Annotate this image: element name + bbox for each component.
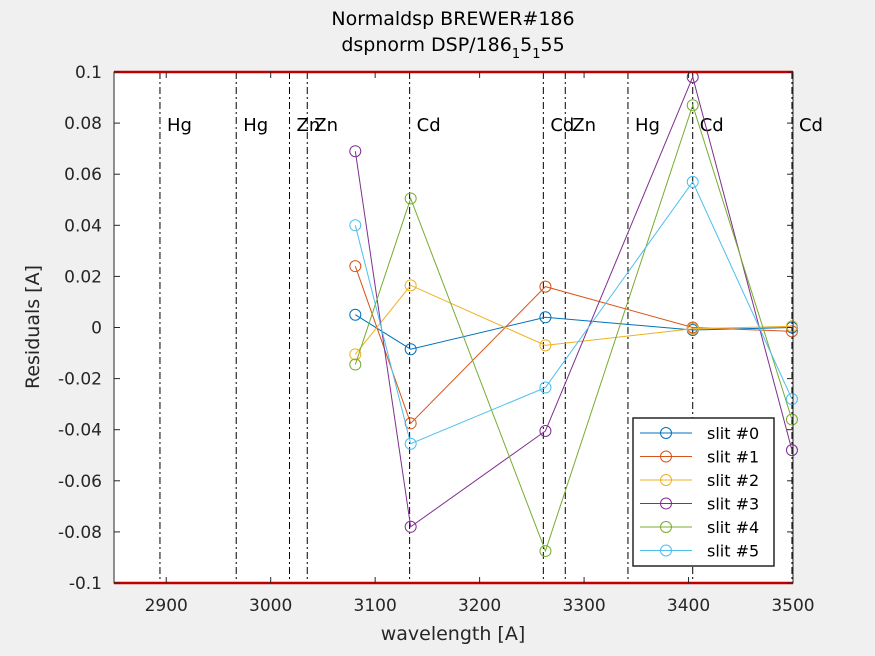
series-3 xyxy=(349,71,798,533)
legend-label-2: slit #2 xyxy=(707,471,759,490)
series-5 xyxy=(349,175,798,450)
reference-label-8: Cd xyxy=(700,115,724,136)
reference-label-1: Hg xyxy=(243,115,268,136)
series-5-point-4 xyxy=(785,393,798,406)
subtitle-part-1: 1 xyxy=(512,47,520,62)
series-4-point-1 xyxy=(404,192,417,205)
series-4-point-4 xyxy=(785,413,798,426)
series-0-point-2 xyxy=(539,311,552,324)
tick-layer: 2900 3000 3100 3200 3300 3400 3500 -0.1 -0.08 -0.… xyxy=(58,63,815,616)
legend-marker-4 xyxy=(660,521,672,533)
series-3-point-2 xyxy=(539,424,552,437)
y-tick-label-10: 0.1 xyxy=(75,63,102,83)
legend-label-5: slit #5 xyxy=(707,542,759,561)
reference-label-4: Cd xyxy=(417,115,441,136)
y-tick-label-3: -0.04 xyxy=(58,421,102,441)
series-4-point-2 xyxy=(539,545,552,558)
y-tick-label-5: 0 xyxy=(91,319,102,339)
y-tick-label-8: 0.06 xyxy=(64,165,102,185)
legend-marker-0 xyxy=(660,427,672,439)
x-axis-label: wavelength [A] xyxy=(381,623,526,645)
series-layer xyxy=(349,71,798,558)
series-5-point-0 xyxy=(349,219,362,232)
x-tick-label-5: 3400 xyxy=(667,596,710,616)
series-5-point-3 xyxy=(686,175,699,188)
series-4-point-3 xyxy=(686,99,699,112)
series-3-point-1 xyxy=(404,520,417,533)
series-2-point-0 xyxy=(349,348,362,361)
x-tick-label-4: 3300 xyxy=(562,596,605,616)
legend: slit #0 slit #1 slit #2 slit #3 slit #4 slit … xyxy=(632,417,775,567)
legend-marker-2 xyxy=(660,474,672,486)
series-2-point-3 xyxy=(686,322,699,335)
reference-label-6: Zn xyxy=(572,115,596,136)
series-3-point-0 xyxy=(349,145,362,158)
series-line-2 xyxy=(354,284,792,355)
x-tick-label-6: 3500 xyxy=(771,596,814,616)
x-tick-label-2: 3100 xyxy=(354,596,397,616)
y-tick-label-6: 0.02 xyxy=(64,267,102,287)
series-5-point-2 xyxy=(539,381,552,394)
reference-label-7: Hg xyxy=(635,115,660,136)
reference-label-2: Zn xyxy=(296,115,320,136)
series-4 xyxy=(349,99,798,558)
y-tick-label-9: 0.08 xyxy=(64,114,102,134)
series-2-point-1 xyxy=(404,279,417,292)
y-tick-label-0: -0.1 xyxy=(69,574,102,594)
series-3-point-4 xyxy=(785,444,798,457)
legend-label-1: slit #1 xyxy=(707,448,759,467)
reference-label-9: Cd xyxy=(799,115,823,136)
series-2 xyxy=(349,279,798,361)
legend-box xyxy=(632,417,775,567)
subtitle-part-2: 5 xyxy=(520,34,532,56)
x-tick-label-1: 3000 xyxy=(249,596,292,616)
y-tick-label-4: -0.02 xyxy=(58,370,102,390)
series-1-point-2 xyxy=(539,280,552,293)
series-2-point-2 xyxy=(539,339,552,352)
subtitle-part-4: 55 xyxy=(541,34,565,56)
legend-label-3: slit #3 xyxy=(707,495,759,514)
subtitle-part-0: dspnorm DSP/186 xyxy=(341,34,512,56)
legend-marker-3 xyxy=(660,497,672,510)
legend-label-4: slit #4 xyxy=(707,518,759,537)
series-0-point-1 xyxy=(404,343,417,356)
y-tick-label-1: -0.08 xyxy=(58,523,102,543)
legend-items: slit #0 slit #1 slit #2 slit #3 slit #4 slit … xyxy=(640,424,759,561)
series-1-point-4 xyxy=(785,325,798,338)
series-0-point-0 xyxy=(349,308,362,321)
series-line-5 xyxy=(354,180,793,445)
subtitle-part-3: 1 xyxy=(532,47,540,62)
legend-marker-1 xyxy=(660,450,672,463)
x-tick-label-0: 2900 xyxy=(145,596,188,616)
series-5-point-1 xyxy=(404,437,417,450)
y-tick-label-7: 0.04 xyxy=(64,216,102,236)
legend-marker-5 xyxy=(660,544,672,557)
x-tick-label-3: 3200 xyxy=(458,596,501,616)
y-axis-label: Residuals [A] xyxy=(22,265,44,389)
reference-label-3: Zn xyxy=(314,115,338,136)
series-2-point-4 xyxy=(785,320,798,333)
reference-label-0: Hg xyxy=(167,115,192,136)
chart-subtitle: dspnorm DSP/18615155 xyxy=(341,34,564,62)
series-line-4 xyxy=(354,103,793,553)
series-1-point-0 xyxy=(349,260,362,273)
limit-lines xyxy=(114,70,793,585)
reference-label-5: Cd xyxy=(550,115,574,136)
legend-label-0: slit #0 xyxy=(707,424,759,443)
series-4-point-0 xyxy=(349,358,362,371)
series-line-3 xyxy=(354,75,793,528)
y-tick-label-2: -0.06 xyxy=(58,472,102,492)
chart-title: Normaldsp BREWER#186 xyxy=(331,8,574,30)
